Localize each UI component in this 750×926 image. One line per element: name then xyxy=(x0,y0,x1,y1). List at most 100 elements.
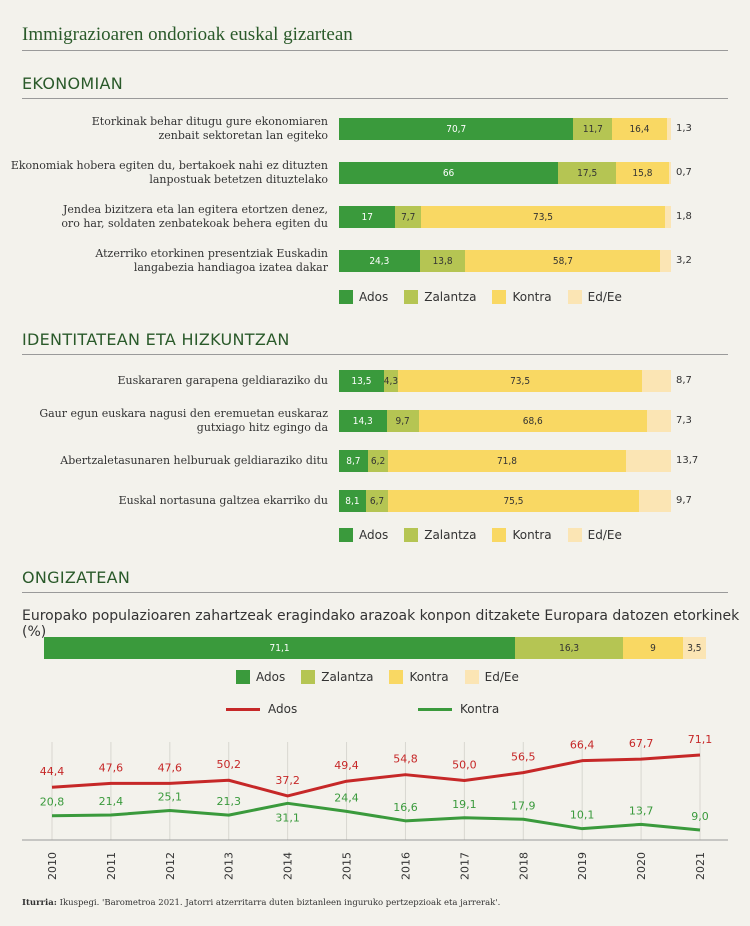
data-label: 21,3 xyxy=(216,795,241,808)
row-label: Euskal nortasuna galtzea ekarriko du xyxy=(118,494,328,507)
legend-item-zalantza: Zalantza xyxy=(301,670,373,684)
stacked-bar: 24,3 13,8 58,7 xyxy=(339,250,671,272)
ados-segment: 14,3 xyxy=(339,410,387,432)
source-text: Ikuspegi. 'Barometroa 2021. Jatorri atze… xyxy=(56,898,501,908)
data-label: 49,4 xyxy=(334,759,359,772)
ed-value-label: 0,7 xyxy=(676,167,692,178)
row-label: Etorkinak behar ditugu gure ekonomiaren z… xyxy=(91,115,328,142)
x-tick-label: 2013 xyxy=(223,852,236,880)
data-label: 31,1 xyxy=(275,811,300,824)
section-divider xyxy=(22,98,728,99)
line-legend-ados: Ados xyxy=(226,702,297,716)
series-line-ados xyxy=(51,753,701,798)
legend-item-ed: Ed/Ee xyxy=(464,670,519,684)
legend-item-kontra: Kontra xyxy=(389,670,449,684)
line-chart: 44,4 47,6 47,6 50,2 37,2 49,4 54,8 50,0 56,5 66,4… xyxy=(22,733,728,880)
stacked-bar: 70,7 11,7 16,4 xyxy=(339,118,671,140)
page-title: Immigrazioaren ondorioak euskal gizartea… xyxy=(22,24,353,45)
legend-label: Kontra xyxy=(409,670,449,684)
legend-item-kontra: Kontra xyxy=(492,528,552,542)
row-label: Jendea bizitzera eta lan egitera etortze… xyxy=(61,203,328,230)
data-label: 67,7 xyxy=(629,737,654,750)
ados-segment: 13,5 xyxy=(339,370,384,392)
zalantza-segment: 13,8 xyxy=(419,250,466,272)
ed-segment xyxy=(642,370,671,392)
ed-value-label: 7,3 xyxy=(676,415,692,426)
ed-segment xyxy=(665,206,671,228)
line-legend-kontra: Kontra xyxy=(418,702,499,716)
legend-label: Ados xyxy=(256,670,286,684)
data-label: 20,8 xyxy=(40,796,65,809)
ados-segment: 70,7 xyxy=(339,118,574,140)
kontra-segment: 71,8 xyxy=(388,450,626,472)
ados-segment: 8,7 xyxy=(339,450,368,472)
ed-value-label: 1,3 xyxy=(676,123,692,134)
data-label: 16,6 xyxy=(393,801,418,814)
stacked-bar: 17 7,7 73,5 xyxy=(339,206,671,228)
legend-swatch xyxy=(339,528,353,542)
data-label: 47,6 xyxy=(158,761,183,774)
ed-segment xyxy=(660,250,671,272)
legend-swatch xyxy=(492,290,507,304)
zalantza-segment: 11,7 xyxy=(573,118,613,140)
ados-segment: 8,1 xyxy=(339,490,366,512)
row-label: Ekonomiak hobera egiten du, bertakoek na… xyxy=(10,159,328,186)
title-divider xyxy=(22,50,728,51)
ed-value-label: 13,7 xyxy=(676,455,699,466)
legend-label: Ed/Ee xyxy=(484,670,519,684)
x-tick-label: 2018 xyxy=(517,852,530,880)
source-note: Iturria: Ikuspegi. 'Barometroa 2021. Jat… xyxy=(22,898,500,908)
zalantza-segment: 4,3 xyxy=(384,370,398,392)
legend-swatch xyxy=(464,670,479,684)
legend-label: Zalantza xyxy=(321,670,374,684)
stacked-bar: 66 17,5 15,8 xyxy=(339,162,671,184)
legend-swatch xyxy=(404,290,419,304)
line-legend-swatch xyxy=(226,707,260,711)
data-label: 50,2 xyxy=(216,758,241,771)
x-tick-label: 2010 xyxy=(46,852,59,880)
stacked-bar: 14,3 9,7 68,6 xyxy=(339,410,671,432)
series-line-kontra xyxy=(51,801,701,832)
legend-label: Zalantza xyxy=(424,528,477,542)
legend-ekonomian: Ados Zalantza Kontra Ed/Ee xyxy=(339,290,638,304)
data-label: 37,2 xyxy=(275,774,300,787)
data-label: 44,4 xyxy=(40,765,65,778)
legend-item-zalantza: Zalantza xyxy=(404,290,476,304)
data-label: 10,1 xyxy=(570,809,595,822)
line-legend-swatch xyxy=(418,707,452,711)
data-label: 56,5 xyxy=(511,751,536,764)
legend-label: Ed/Ee xyxy=(587,528,622,542)
legend-swatch xyxy=(492,528,507,542)
row-label: Abertzaletasunaren helburuak geldiarazik… xyxy=(60,454,328,467)
kontra-segment: 75,5 xyxy=(388,490,639,512)
row-label: Euskararen garapena geldiaraziko du xyxy=(117,374,328,387)
ed-value-label: 8,7 xyxy=(676,375,692,386)
data-label: 47,6 xyxy=(99,761,124,774)
zalantza-segment: 7,7 xyxy=(395,206,421,228)
x-tick-label: 2015 xyxy=(341,852,354,880)
ados-segment: 17 xyxy=(339,206,396,228)
data-label: 25,1 xyxy=(158,791,183,804)
data-label: 17,9 xyxy=(511,799,536,812)
legend-item-kontra: Kontra xyxy=(492,290,552,304)
source-label: Iturria: xyxy=(22,898,57,908)
kontra-segment: 16,4 xyxy=(612,118,667,140)
legend-item-ados: Ados xyxy=(339,528,388,542)
x-tick-label: 2019 xyxy=(576,852,589,880)
kontra-segment: 58,7 xyxy=(465,250,661,272)
section-divider xyxy=(22,354,728,355)
kontra-segment: 73,5 xyxy=(421,206,666,228)
stacked-bar: 8,7 6,2 71,8 xyxy=(339,450,671,472)
legend-label: Ados xyxy=(359,290,389,304)
ed-segment xyxy=(646,410,671,432)
legend-swatch xyxy=(404,528,419,542)
legend-item-ados: Ados xyxy=(236,670,285,684)
data-label: 24,4 xyxy=(334,791,359,804)
legend-label: Ed/Ee xyxy=(587,290,622,304)
legend-label: Zalantza xyxy=(424,290,477,304)
x-tick-label: 2016 xyxy=(399,852,412,880)
row-label: Atzerriko etorkinen presentziak Euskadin… xyxy=(95,247,328,274)
section-heading-identitatean: IDENTITATEAN ETA HIZKUNTZAN xyxy=(22,330,290,349)
legend-label: Ados xyxy=(359,528,389,542)
ed-segment xyxy=(625,450,671,472)
